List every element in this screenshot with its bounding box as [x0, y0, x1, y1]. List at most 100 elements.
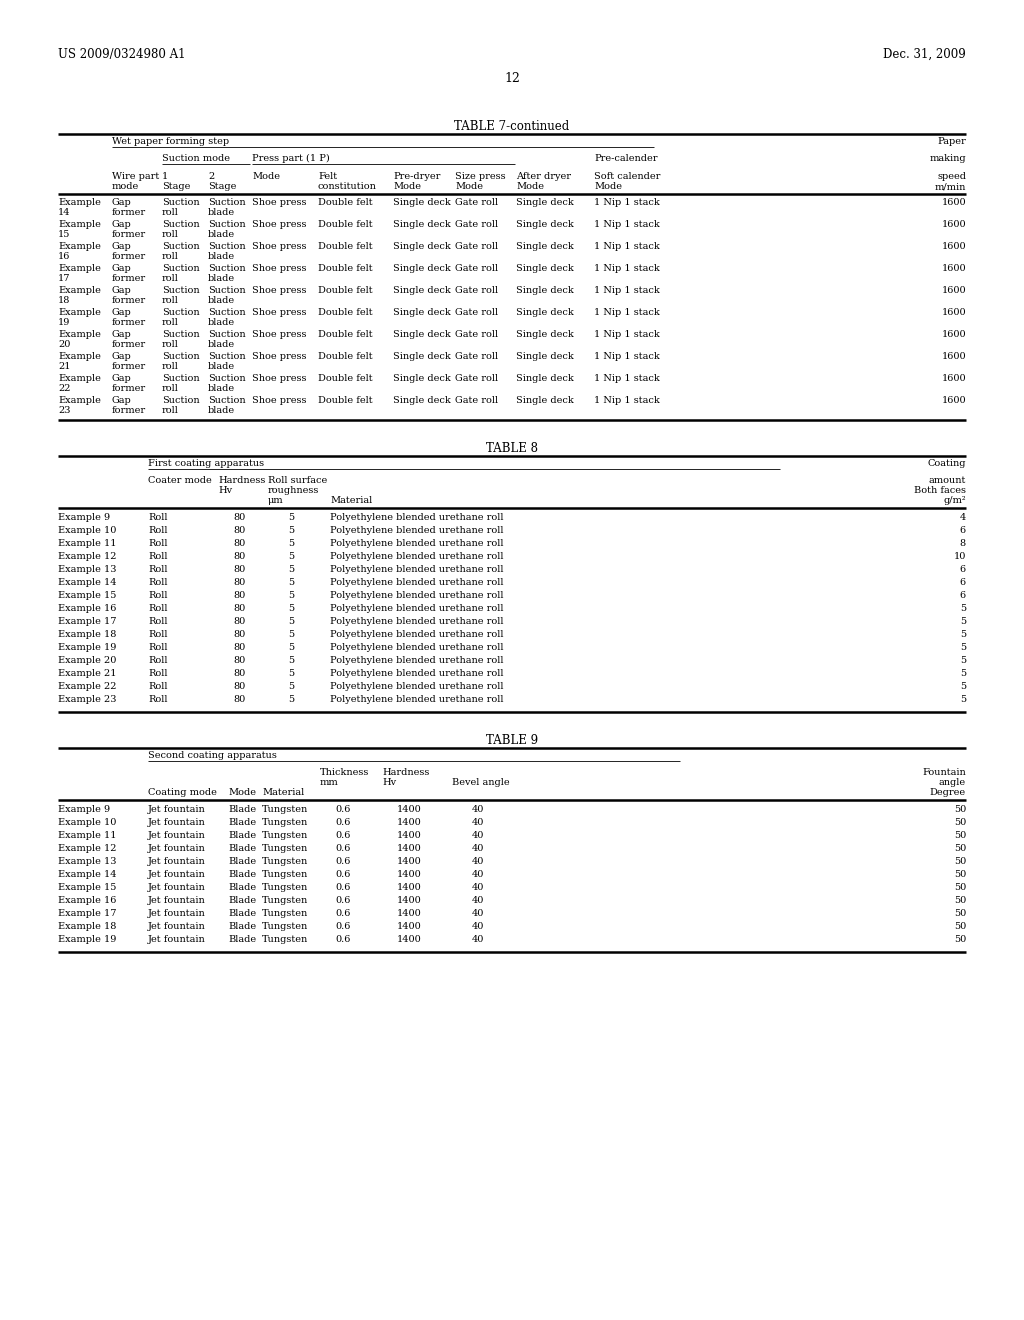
Text: Mode: Mode [594, 182, 622, 191]
Text: Suction: Suction [208, 242, 246, 251]
Text: 14: 14 [58, 209, 71, 216]
Text: Single deck: Single deck [516, 374, 573, 383]
Text: Roll: Roll [148, 630, 168, 639]
Text: Gap: Gap [112, 308, 132, 317]
Text: Double felt: Double felt [318, 330, 373, 339]
Text: Single deck: Single deck [516, 396, 573, 405]
Text: 40: 40 [472, 818, 484, 828]
Text: Blade: Blade [228, 805, 256, 814]
Text: Suction: Suction [162, 264, 200, 273]
Text: Pre-dryer: Pre-dryer [393, 172, 440, 181]
Text: Example 9: Example 9 [58, 805, 111, 814]
Text: Shoe press: Shoe press [252, 220, 306, 228]
Text: Roll: Roll [148, 578, 168, 587]
Text: blade: blade [208, 341, 236, 348]
Text: blade: blade [208, 230, 236, 239]
Text: 80: 80 [233, 630, 246, 639]
Text: Single deck: Single deck [393, 396, 451, 405]
Text: Suction: Suction [162, 330, 200, 339]
Text: 5: 5 [288, 525, 294, 535]
Text: Blade: Blade [228, 935, 256, 944]
Text: 6: 6 [959, 578, 966, 587]
Text: Tungsten: Tungsten [262, 935, 308, 944]
Text: 5: 5 [288, 682, 294, 690]
Text: 12: 12 [504, 73, 520, 84]
Text: 1600: 1600 [941, 308, 966, 317]
Text: Fountain: Fountain [923, 768, 966, 777]
Text: 40: 40 [472, 921, 484, 931]
Text: Single deck: Single deck [393, 264, 451, 273]
Text: Example: Example [58, 286, 101, 294]
Text: Polyethylene blended urethane roll: Polyethylene blended urethane roll [330, 591, 504, 601]
Text: Pre-calender: Pre-calender [594, 154, 657, 162]
Text: Material: Material [262, 788, 304, 797]
Text: 40: 40 [472, 935, 484, 944]
Text: After dryer: After dryer [516, 172, 571, 181]
Text: Example 14: Example 14 [58, 870, 117, 879]
Text: making: making [930, 154, 966, 162]
Text: blade: blade [208, 296, 236, 305]
Text: Suction: Suction [208, 286, 246, 294]
Text: Gap: Gap [112, 330, 132, 339]
Text: Single deck: Single deck [516, 264, 573, 273]
Text: 5: 5 [959, 616, 966, 626]
Text: Example: Example [58, 220, 101, 228]
Text: Thickness: Thickness [319, 768, 370, 777]
Text: Suction: Suction [208, 352, 246, 360]
Text: 5: 5 [959, 643, 966, 652]
Text: Stage: Stage [162, 182, 190, 191]
Text: Suction: Suction [162, 396, 200, 405]
Text: Shoe press: Shoe press [252, 264, 306, 273]
Text: Polyethylene blended urethane roll: Polyethylene blended urethane roll [330, 656, 504, 665]
Text: 5: 5 [288, 696, 294, 704]
Text: Gate roll: Gate roll [455, 198, 498, 207]
Text: Dec. 31, 2009: Dec. 31, 2009 [884, 48, 966, 61]
Text: Gap: Gap [112, 264, 132, 273]
Text: 80: 80 [233, 552, 246, 561]
Text: Jet fountain: Jet fountain [148, 843, 206, 853]
Text: Jet fountain: Jet fountain [148, 832, 206, 840]
Text: Wire part: Wire part [112, 172, 160, 181]
Text: 1 Nip 1 stack: 1 Nip 1 stack [594, 374, 659, 383]
Text: blade: blade [208, 407, 236, 414]
Text: Tungsten: Tungsten [262, 921, 308, 931]
Text: Gap: Gap [112, 242, 132, 251]
Text: Jet fountain: Jet fountain [148, 805, 206, 814]
Text: Gate roll: Gate roll [455, 264, 498, 273]
Text: Jet fountain: Jet fountain [148, 909, 206, 917]
Text: 50: 50 [953, 921, 966, 931]
Text: 1400: 1400 [397, 805, 422, 814]
Text: Suction: Suction [208, 308, 246, 317]
Text: μm: μm [268, 496, 284, 506]
Text: 40: 40 [472, 832, 484, 840]
Text: Roll: Roll [148, 565, 168, 574]
Text: blade: blade [208, 252, 236, 261]
Text: Example 11: Example 11 [58, 539, 117, 548]
Text: former: former [112, 318, 146, 327]
Text: 1 Nip 1 stack: 1 Nip 1 stack [594, 396, 659, 405]
Text: Example 19: Example 19 [58, 935, 117, 944]
Text: Single deck: Single deck [393, 308, 451, 317]
Text: Gate roll: Gate roll [455, 220, 498, 228]
Text: 6: 6 [959, 591, 966, 601]
Text: 1400: 1400 [397, 935, 422, 944]
Text: Stage: Stage [208, 182, 237, 191]
Text: roll: roll [162, 296, 179, 305]
Text: 1400: 1400 [397, 857, 422, 866]
Text: 1400: 1400 [397, 870, 422, 879]
Text: Jet fountain: Jet fountain [148, 870, 206, 879]
Text: 5: 5 [288, 513, 294, 521]
Text: 1400: 1400 [397, 843, 422, 853]
Text: Single deck: Single deck [516, 286, 573, 294]
Text: 23: 23 [58, 407, 71, 414]
Text: Example 16: Example 16 [58, 896, 117, 906]
Text: Roll: Roll [148, 616, 168, 626]
Text: Blade: Blade [228, 909, 256, 917]
Text: amount: amount [929, 477, 966, 484]
Text: Polyethylene blended urethane roll: Polyethylene blended urethane roll [330, 643, 504, 652]
Text: Gate roll: Gate roll [455, 352, 498, 360]
Text: Tungsten: Tungsten [262, 870, 308, 879]
Text: Single deck: Single deck [393, 352, 451, 360]
Text: constitution: constitution [318, 182, 377, 191]
Text: roll: roll [162, 318, 179, 327]
